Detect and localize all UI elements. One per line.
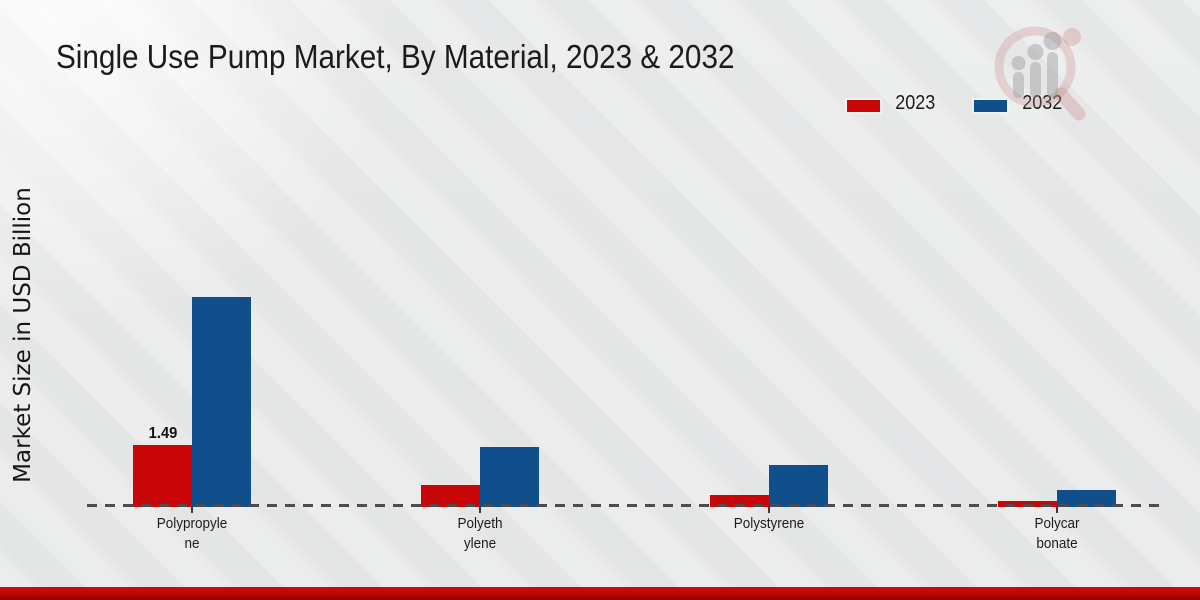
legend-item-2032: 2032 bbox=[971, 92, 1065, 115]
bar-2032-polystyrene bbox=[769, 465, 828, 507]
x-tick-polycarbonate bbox=[1056, 507, 1058, 513]
brand-bottom-bar bbox=[0, 587, 1200, 600]
x-tick-polypropylene bbox=[191, 507, 193, 513]
legend-swatch-2023 bbox=[845, 98, 882, 114]
bar-2032-polycarbonate bbox=[1057, 490, 1116, 507]
y-axis-label: Market Size in USD Billion bbox=[10, 187, 36, 483]
category-label-polyethylene: Polyeth ylene bbox=[457, 515, 503, 552]
bar-value-label-2023-polypropylene: 1.49 bbox=[148, 425, 177, 442]
legend-label-2032: 2032 bbox=[1021, 92, 1062, 114]
x-axis-baseline bbox=[87, 504, 1165, 507]
category-label-polycarbonate: Polycar bonate bbox=[1034, 515, 1080, 552]
bar-2032-polypropylene bbox=[192, 297, 251, 507]
legend-swatch-2032 bbox=[971, 98, 1009, 114]
bar-2032-polyethylene bbox=[480, 447, 539, 507]
bar-2023-polypropylene bbox=[133, 445, 192, 507]
x-tick-polyethylene bbox=[479, 507, 481, 513]
chart-title: Single Use Pump Market, By Material, 202… bbox=[56, 38, 735, 75]
category-label-polystyrene: Polystyrene bbox=[733, 515, 805, 532]
legend: 2023 2032 bbox=[845, 92, 1064, 115]
brand-watermark-icon bbox=[994, 26, 1086, 121]
bar-2023-polyethylene bbox=[421, 485, 480, 507]
category-label-polypropylene: Polypropyle ne bbox=[156, 515, 228, 552]
legend-item-2023: 2023 bbox=[845, 92, 938, 115]
x-tick-polystyrene bbox=[768, 507, 770, 513]
legend-label-2023: 2023 bbox=[895, 92, 936, 114]
